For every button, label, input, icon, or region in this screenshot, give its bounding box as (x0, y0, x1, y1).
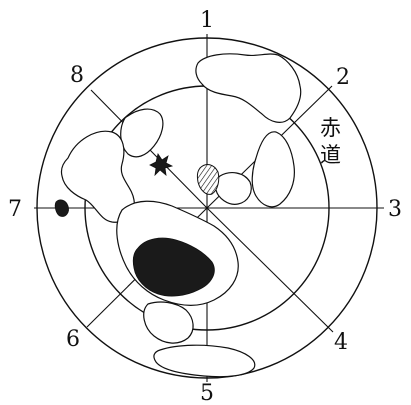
landmass-right (251, 131, 295, 208)
shaded-region-main (132, 237, 215, 297)
direction-label-8: 8 (70, 63, 84, 88)
direction-label-5: 5 (200, 381, 214, 405)
landmass-europe (214, 172, 252, 205)
meridian-4 (206, 207, 334, 333)
shaded-region-small-left (54, 199, 69, 217)
equator-label-char-1: 赤 (320, 116, 341, 140)
landmass-greenland (120, 108, 164, 158)
direction-label-4: 4 (334, 330, 348, 355)
landmass-bottom (153, 344, 256, 378)
direction-label-1: 1 (200, 8, 214, 33)
shaded-region-star (149, 153, 174, 177)
landmass-top (195, 53, 302, 123)
shaded-regions (54, 153, 220, 297)
direction-label-3: 3 (388, 197, 402, 222)
landmass-southeast-asia (143, 301, 194, 344)
landmasses (60, 53, 302, 378)
hatched-region (196, 164, 220, 195)
equator-label: 赤 道 (320, 116, 341, 167)
direction-label-2: 2 (336, 65, 350, 90)
direction-label-6: 6 (66, 327, 80, 352)
direction-label-7: 7 (8, 197, 22, 222)
equator-label-char-2: 道 (320, 143, 341, 167)
